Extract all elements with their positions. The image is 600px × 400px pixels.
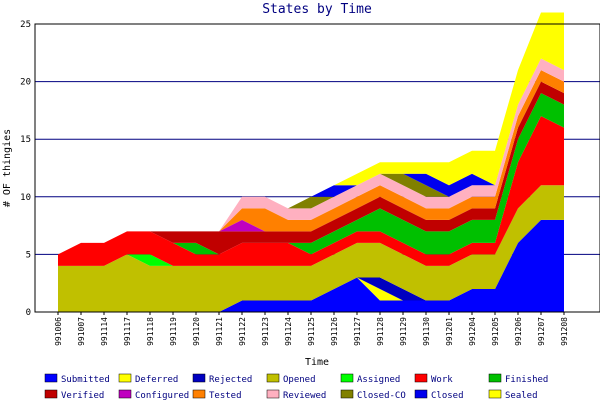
x-tick-label: 991126 — [330, 317, 339, 346]
x-tick-label: 991007 — [77, 317, 86, 346]
legend-label: Closed-CO — [357, 391, 406, 400]
legend-label: Sealed — [505, 391, 538, 400]
legend-label: Tested — [209, 391, 242, 400]
legend-swatch — [266, 389, 280, 399]
legend: Submitted Deferred Rejected Opened Assigned W… — [44, 373, 548, 400]
legend-label: Closed — [431, 391, 464, 400]
legend-label: Finished — [505, 375, 548, 385]
x-tick-label: 991205 — [491, 317, 500, 346]
y-tick-label: 20 — [20, 78, 31, 88]
x-tick-label: 991128 — [376, 317, 385, 346]
plot-areas — [58, 12, 564, 312]
x-tick-label: 991204 — [468, 317, 477, 346]
y-axis-label: # OF thingies — [2, 129, 13, 207]
x-tick-label: 991117 — [123, 317, 132, 346]
legend-label: Rejected — [209, 375, 252, 385]
y-tick-label: 25 — [20, 20, 31, 30]
y-axis: 0 5 10 15 20 25 — [20, 20, 31, 318]
x-tick-label: 991206 — [514, 317, 523, 346]
legend-label: Deferred — [135, 375, 178, 385]
x-tick-label: 991124 — [284, 317, 293, 346]
x-tick-label: 991208 — [560, 317, 569, 346]
x-tick-label: 991120 — [192, 317, 201, 346]
x-tick-label: 991127 — [353, 317, 362, 346]
y-tick-label: 5 — [26, 250, 31, 260]
area-reviewed — [58, 58, 564, 255]
legend-swatch — [414, 389, 428, 399]
x-tick-label: 991118 — [146, 317, 155, 346]
x-tick-label: 991006 — [54, 317, 63, 346]
legend-swatch — [44, 389, 58, 399]
x-tick-label: 991207 — [537, 317, 546, 346]
legend-label: Assigned — [357, 375, 400, 385]
x-tick-label: 991130 — [422, 317, 431, 346]
x-axis: 991006 991007 991114 991117 991118 991119 9911… — [54, 312, 569, 346]
x-tick-label: 991122 — [238, 317, 247, 346]
legend-swatch — [118, 389, 132, 399]
legend-swatch — [414, 373, 428, 383]
chart-title: States by Time — [262, 2, 372, 17]
area-opened — [58, 185, 564, 312]
legend-swatch — [192, 373, 206, 383]
x-axis-label: Time — [305, 357, 329, 368]
legend-label: Opened — [283, 375, 316, 385]
x-tick-label: 991123 — [261, 317, 270, 346]
legend-swatch — [192, 389, 206, 399]
y-tick-label: 0 — [26, 308, 31, 318]
x-tick-label: 991119 — [169, 317, 178, 346]
x-tick-label: 991201 — [445, 317, 454, 346]
legend-label: Work — [431, 375, 453, 385]
legend-swatch — [340, 373, 354, 383]
legend-label: Verified — [61, 391, 104, 400]
y-tick-label: 10 — [20, 193, 31, 203]
legend-swatch — [44, 373, 58, 383]
x-tick-label: 991121 — [215, 317, 224, 346]
y-tick-label: 15 — [20, 135, 31, 145]
legend-label: Configured — [135, 391, 189, 400]
legend-swatch — [118, 373, 132, 383]
area-work — [58, 116, 564, 266]
legend-label: Submitted — [61, 375, 110, 385]
legend-swatch — [266, 373, 280, 383]
legend-swatch — [488, 389, 502, 399]
x-tick-label: 991129 — [399, 317, 408, 346]
legend-label: Reviewed — [283, 391, 326, 400]
area-submitted — [58, 219, 564, 312]
legend-swatch — [488, 373, 502, 383]
x-tick-label: 991114 — [100, 317, 109, 346]
x-tick-label: 991125 — [307, 317, 316, 346]
legend-swatch — [340, 389, 354, 399]
plot-frame — [34, 23, 600, 313]
